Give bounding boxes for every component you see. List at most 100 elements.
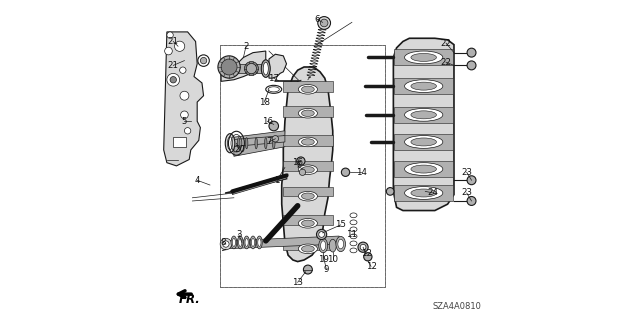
Circle shape <box>221 59 237 75</box>
Text: 16: 16 <box>292 158 303 167</box>
Circle shape <box>467 61 476 70</box>
Text: 24: 24 <box>428 189 439 197</box>
Text: 17: 17 <box>268 74 279 83</box>
Ellipse shape <box>245 239 248 247</box>
Ellipse shape <box>298 219 317 228</box>
Polygon shape <box>282 67 333 262</box>
Ellipse shape <box>301 220 314 226</box>
Ellipse shape <box>411 111 436 119</box>
Ellipse shape <box>338 239 344 249</box>
Circle shape <box>170 77 177 83</box>
Circle shape <box>167 73 180 86</box>
Text: 13: 13 <box>292 278 303 287</box>
Ellipse shape <box>411 165 436 173</box>
Ellipse shape <box>298 108 317 118</box>
Bar <box>394 161 453 177</box>
Bar <box>284 215 333 225</box>
Circle shape <box>467 176 476 185</box>
Ellipse shape <box>404 51 443 64</box>
Bar <box>394 185 453 201</box>
Ellipse shape <box>245 138 248 149</box>
Text: 19: 19 <box>317 256 328 264</box>
Ellipse shape <box>298 191 317 201</box>
Circle shape <box>318 17 330 29</box>
Bar <box>284 161 333 171</box>
Ellipse shape <box>255 138 257 149</box>
Circle shape <box>319 232 324 237</box>
Bar <box>284 80 333 92</box>
Text: 2: 2 <box>243 42 249 51</box>
Ellipse shape <box>237 138 240 149</box>
Ellipse shape <box>261 60 270 77</box>
Ellipse shape <box>237 236 243 249</box>
Ellipse shape <box>411 138 436 146</box>
Text: FR.: FR. <box>179 293 200 306</box>
Circle shape <box>220 238 232 250</box>
Circle shape <box>246 63 257 74</box>
Ellipse shape <box>301 167 314 173</box>
Circle shape <box>364 253 372 261</box>
Bar <box>173 137 186 147</box>
Text: 1: 1 <box>274 176 280 185</box>
Ellipse shape <box>404 187 443 199</box>
Circle shape <box>269 121 278 131</box>
Circle shape <box>467 48 476 57</box>
Text: 20: 20 <box>234 145 245 154</box>
Text: 7: 7 <box>266 137 272 146</box>
Ellipse shape <box>225 134 235 153</box>
Bar <box>394 107 453 123</box>
Ellipse shape <box>404 80 443 93</box>
Circle shape <box>358 242 368 252</box>
Bar <box>284 187 333 196</box>
Text: 23: 23 <box>461 189 472 197</box>
Ellipse shape <box>273 138 275 149</box>
Polygon shape <box>230 136 285 147</box>
Text: 3: 3 <box>236 230 241 239</box>
Ellipse shape <box>301 246 314 252</box>
Ellipse shape <box>301 193 314 199</box>
Ellipse shape <box>257 236 262 249</box>
Ellipse shape <box>301 139 314 145</box>
Circle shape <box>200 57 207 64</box>
Ellipse shape <box>404 136 443 148</box>
Ellipse shape <box>231 236 237 249</box>
Text: 21: 21 <box>168 37 179 46</box>
Circle shape <box>175 41 185 51</box>
Ellipse shape <box>258 239 261 247</box>
Text: 8: 8 <box>220 238 225 247</box>
Polygon shape <box>164 32 204 166</box>
Text: 10: 10 <box>327 256 339 264</box>
Polygon shape <box>394 38 454 211</box>
Ellipse shape <box>301 86 314 93</box>
Text: 9: 9 <box>324 265 329 274</box>
Circle shape <box>387 188 394 195</box>
Circle shape <box>360 244 366 250</box>
Text: SZA4A0810: SZA4A0810 <box>433 302 482 311</box>
Text: 18: 18 <box>259 98 269 107</box>
Circle shape <box>167 32 173 38</box>
Ellipse shape <box>298 244 317 254</box>
Text: 4: 4 <box>195 176 200 185</box>
Ellipse shape <box>321 241 326 250</box>
Circle shape <box>223 241 229 247</box>
Circle shape <box>341 168 349 176</box>
Text: 12: 12 <box>361 249 372 258</box>
Circle shape <box>164 47 172 55</box>
Ellipse shape <box>404 108 443 121</box>
Ellipse shape <box>298 165 317 174</box>
Ellipse shape <box>232 239 236 247</box>
Ellipse shape <box>411 189 436 197</box>
Text: 15: 15 <box>335 220 346 229</box>
Circle shape <box>244 62 259 76</box>
Ellipse shape <box>319 239 328 253</box>
Text: 5: 5 <box>182 117 187 126</box>
Ellipse shape <box>227 137 232 150</box>
Circle shape <box>320 19 328 27</box>
Circle shape <box>467 197 476 205</box>
Ellipse shape <box>264 138 267 149</box>
Bar <box>394 78 453 94</box>
Circle shape <box>184 128 191 134</box>
Ellipse shape <box>411 54 436 62</box>
Circle shape <box>272 136 278 142</box>
Circle shape <box>180 67 186 73</box>
